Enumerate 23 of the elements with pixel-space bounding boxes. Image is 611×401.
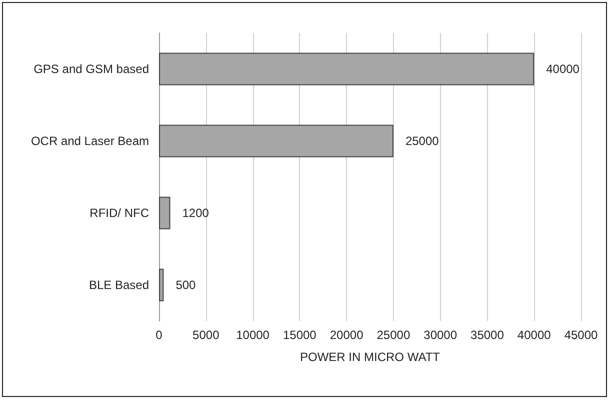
x-tick-label: 10000: [236, 328, 270, 342]
data-label: 25000: [405, 134, 440, 148]
bar: [159, 52, 534, 86]
x-tick-label: 15000: [282, 328, 317, 342]
bar: [159, 124, 394, 158]
data-label: 500: [176, 278, 196, 292]
x-tick-label: 45000: [564, 328, 598, 342]
y-tick-label: RFID/ NFC: [90, 206, 150, 220]
y-tick-label: OCR and Laser Beam: [30, 134, 149, 148]
x-tick-label: 25000: [376, 328, 410, 342]
data-label: 1200: [182, 206, 210, 220]
x-tick-label: 30000: [424, 328, 458, 342]
bar: [159, 268, 164, 302]
data-label: 40000: [546, 62, 580, 76]
x-tick-label: 35000: [470, 328, 504, 342]
x-tick-label: 40000: [517, 328, 552, 342]
y-tick-label: BLE Based: [88, 278, 149, 292]
x-tick-label: 5000: [192, 328, 220, 342]
x-tick-label: 0: [156, 328, 163, 342]
y-tick-label: GPS and GSM based: [34, 62, 149, 76]
bar: [159, 196, 170, 230]
x-tick-label: 20000: [330, 328, 364, 342]
x-axis-title: POWER IN MICRO WATT: [300, 350, 441, 364]
